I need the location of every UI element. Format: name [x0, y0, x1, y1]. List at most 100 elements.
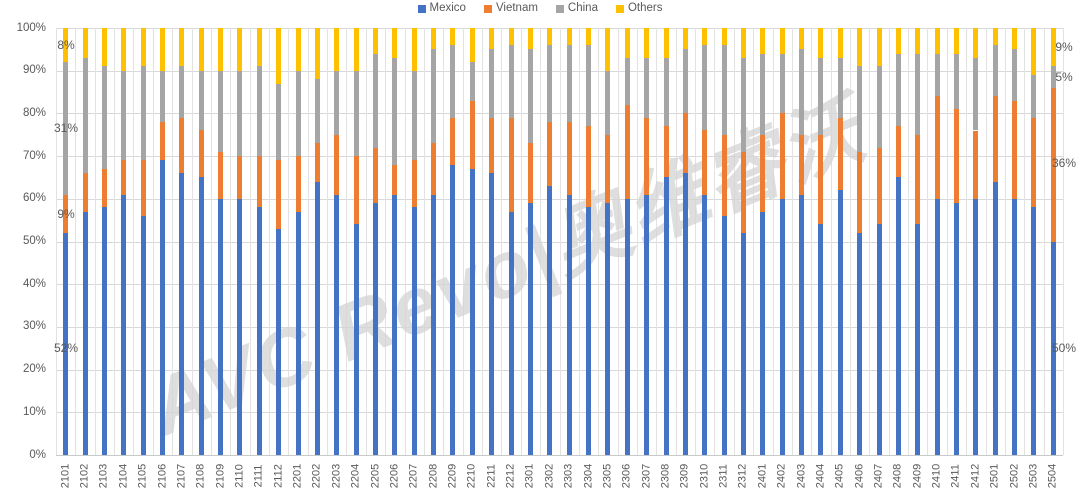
bar-2202[interactable]	[314, 28, 320, 455]
bar-segment-vietnam	[295, 156, 301, 212]
legend-label: Vietnam	[495, 2, 538, 15]
bar-segment-vietnam	[644, 117, 650, 195]
bar-2105[interactable]	[140, 28, 146, 455]
bar-segment-others	[566, 28, 572, 46]
bar-2305[interactable]	[605, 28, 611, 455]
bar-2104[interactable]	[121, 28, 127, 455]
bar-2106[interactable]	[160, 28, 165, 455]
bar-2402[interactable]	[779, 28, 785, 455]
bar-2211[interactable]	[489, 28, 495, 455]
bar-2207[interactable]	[411, 28, 417, 455]
bar-segment-others	[799, 28, 805, 50]
bar-2303[interactable]	[566, 28, 572, 455]
bar-segment-china	[101, 66, 107, 169]
bar-2301[interactable]	[527, 28, 533, 455]
bar-segment-mexico	[334, 194, 340, 455]
bar-segment-china	[218, 70, 224, 152]
bar-2504[interactable]	[1050, 28, 1056, 455]
legend-item-mexico[interactable]: Mexico	[417, 3, 466, 15]
bar-2309[interactable]	[682, 28, 688, 455]
bar-segment-vietnam	[373, 147, 379, 204]
bar-segment-china	[198, 70, 204, 131]
gridline-vertical	[501, 28, 503, 455]
y-axis-label: 60%	[22, 192, 46, 205]
bar-2203[interactable]	[334, 28, 340, 455]
gridline-vertical	[443, 28, 445, 455]
bar-2405[interactable]	[837, 28, 843, 455]
bar-segment-vietnam	[760, 134, 766, 212]
bar-2205[interactable]	[373, 28, 379, 455]
gridline-vertical	[791, 28, 793, 455]
bar-2206[interactable]	[392, 28, 398, 455]
gridline-vertical	[946, 28, 948, 455]
bar-2401[interactable]	[760, 28, 766, 455]
bar-2310[interactable]	[702, 28, 708, 455]
bar-segment-mexico	[373, 203, 379, 455]
bar-2307[interactable]	[644, 28, 650, 455]
bar-segment-china	[276, 83, 282, 161]
bar-segment-others	[411, 28, 417, 71]
gridline-vertical	[133, 28, 135, 455]
bar-2302[interactable]	[547, 28, 553, 455]
bar-2308[interactable]	[663, 28, 669, 455]
gridline-vertical	[346, 28, 348, 455]
x-axis-label: 2307	[640, 463, 653, 489]
bar-2110[interactable]	[237, 28, 243, 455]
bar-2311[interactable]	[721, 28, 727, 455]
bar-segment-others	[779, 28, 785, 54]
gridline-vertical	[578, 28, 580, 455]
bar-2103[interactable]	[101, 28, 107, 455]
bar-2208[interactable]	[431, 28, 437, 455]
bar-2502[interactable]	[1012, 28, 1018, 455]
y-axis-label: 20%	[22, 363, 46, 376]
bar-2306[interactable]	[624, 28, 630, 455]
bar-segment-others	[992, 28, 998, 46]
bar-2404[interactable]	[818, 28, 824, 455]
x-axis-label: 2103	[97, 463, 110, 489]
bar-2304[interactable]	[586, 28, 592, 455]
bar-2408[interactable]	[895, 28, 901, 455]
bar-2111[interactable]	[256, 28, 262, 455]
bar-segment-mexico	[218, 198, 224, 455]
bar-2112[interactable]	[276, 28, 282, 455]
bar-2406[interactable]	[857, 28, 863, 455]
legend-item-others[interactable]: Others	[615, 3, 663, 15]
bar-2403[interactable]	[799, 28, 805, 455]
bar-2312[interactable]	[740, 28, 746, 455]
bar-2102[interactable]	[82, 28, 88, 455]
x-axis-label: 2108	[194, 463, 207, 489]
bar-segment-vietnam	[353, 156, 359, 225]
x-axis-label: 2310	[698, 463, 711, 489]
bar-2407[interactable]	[876, 28, 882, 455]
bar-segment-others	[276, 28, 282, 84]
bar-segment-others	[547, 28, 553, 46]
bar-2409[interactable]	[915, 28, 921, 455]
gridline-vertical	[617, 28, 619, 455]
bar-2503[interactable]	[1031, 28, 1037, 455]
bar-segment-china	[160, 70, 165, 122]
gridline-vertical	[598, 28, 600, 455]
bar-2109[interactable]	[218, 28, 224, 455]
bar-2209[interactable]	[450, 28, 456, 455]
bar-2204[interactable]	[353, 28, 359, 455]
bar-2210[interactable]	[469, 28, 475, 455]
bar-2411[interactable]	[953, 28, 959, 455]
x-axis-label: 2409	[911, 463, 924, 489]
bar-2201[interactable]	[295, 28, 301, 455]
gridline-vertical	[908, 28, 910, 455]
bar-2101[interactable]	[63, 28, 69, 455]
gridline-vertical	[869, 28, 871, 455]
y-axis-label: 10%	[22, 405, 46, 418]
legend-item-vietnam[interactable]: Vietnam	[483, 2, 538, 15]
bar-2107[interactable]	[179, 28, 185, 455]
bar-2410[interactable]	[934, 28, 940, 455]
legend-item-china[interactable]: China	[555, 3, 598, 15]
bar-segment-vietnam	[682, 113, 688, 174]
bar-2108[interactable]	[198, 28, 204, 455]
bar-2212[interactable]	[508, 28, 514, 455]
bar-2501[interactable]	[992, 28, 998, 455]
bar-2412[interactable]	[973, 28, 979, 455]
bar-segment-others	[1050, 28, 1056, 67]
bar-segment-mexico	[818, 224, 824, 455]
